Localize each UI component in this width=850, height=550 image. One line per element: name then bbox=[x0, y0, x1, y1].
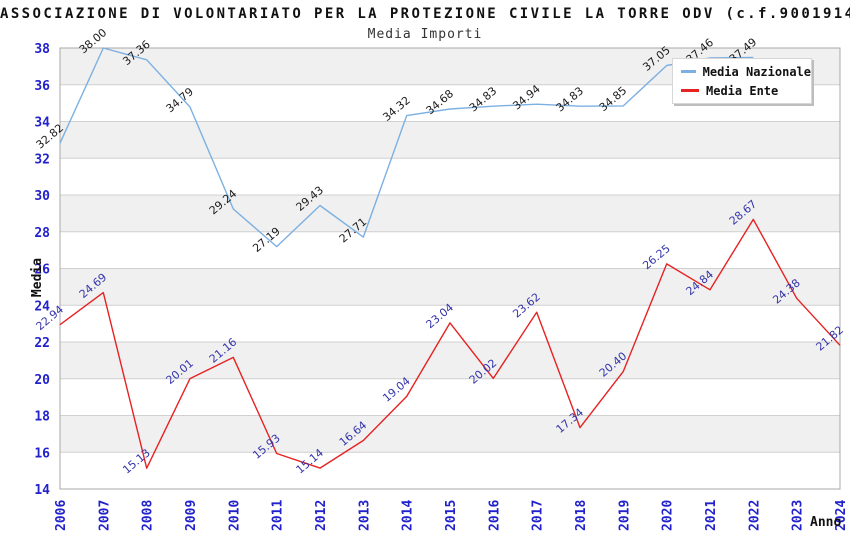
x-tick-label: 2011 bbox=[271, 500, 286, 531]
x-tick-label: 2021 bbox=[704, 500, 719, 531]
x-tick-label: 2016 bbox=[487, 500, 502, 531]
value-label: 34.85 bbox=[597, 84, 629, 114]
plot-band bbox=[60, 121, 840, 159]
legend-label: Media Nazionale bbox=[702, 64, 811, 79]
legend-label: Media Ente bbox=[706, 83, 779, 98]
x-tick-label: 2010 bbox=[227, 500, 242, 531]
value-label: 34.83 bbox=[554, 84, 586, 114]
x-tick-label: 2022 bbox=[747, 500, 762, 531]
y-tick-label: 24 bbox=[34, 299, 50, 314]
value-label: 34.32 bbox=[380, 94, 412, 124]
y-tick-label: 20 bbox=[34, 373, 50, 388]
y-tick-label: 30 bbox=[34, 189, 50, 204]
x-tick-label: 2014 bbox=[401, 500, 416, 531]
legend: Media Nazionale Media Ente bbox=[672, 58, 812, 104]
y-tick-label: 26 bbox=[34, 263, 50, 278]
line-media-nazionale bbox=[59, 47, 754, 248]
legend-item-media-nazionale: Media Nazionale bbox=[681, 65, 811, 79]
y-tick-label: 36 bbox=[34, 79, 50, 94]
plot-band bbox=[60, 195, 840, 232]
value-label: 34.83 bbox=[467, 84, 499, 114]
x-tick-label: 2020 bbox=[661, 500, 676, 531]
x-tick-label: 2015 bbox=[444, 500, 459, 531]
legend-item-media-ente: Media Ente bbox=[681, 84, 811, 98]
legend-marker-media-ente-icon bbox=[681, 89, 699, 92]
plot-border bbox=[59, 47, 841, 490]
line-media-ente bbox=[59, 218, 841, 469]
y-tick-label: 28 bbox=[34, 226, 50, 241]
y-tick-label: 34 bbox=[34, 116, 50, 131]
chart-subtitle: Media Importi bbox=[367, 27, 483, 42]
x-tick-label: 2024 bbox=[834, 500, 849, 531]
value-label: 26.25 bbox=[640, 242, 672, 272]
value-label: 34.94 bbox=[510, 82, 542, 112]
x-tick-label: 2013 bbox=[357, 500, 372, 531]
x-tick-label: 2009 bbox=[184, 500, 199, 531]
x-tick-label: 2018 bbox=[574, 500, 589, 531]
y-tick-label: 18 bbox=[34, 410, 50, 425]
y-tick-label: 22 bbox=[34, 336, 50, 351]
value-label: 34.68 bbox=[424, 87, 456, 117]
x-tick-label: 2006 bbox=[54, 500, 69, 531]
x-tick-label: 2012 bbox=[314, 500, 329, 531]
plot-band bbox=[60, 415, 840, 453]
y-tick-label: 14 bbox=[34, 483, 50, 498]
plot-band bbox=[60, 268, 840, 306]
plot-band bbox=[60, 342, 840, 379]
y-tick-label: 16 bbox=[34, 446, 50, 461]
x-tick-label: 2019 bbox=[617, 500, 632, 531]
x-tick-label: 2023 bbox=[791, 500, 806, 531]
y-axis-title: Media bbox=[30, 257, 46, 298]
x-tick-label: 2017 bbox=[531, 500, 546, 531]
x-tick-label: 2008 bbox=[141, 500, 156, 531]
x-axis-title: Anno bbox=[810, 515, 842, 530]
x-tick-label: 2007 bbox=[97, 500, 112, 531]
y-tick-label: 38 bbox=[34, 42, 50, 57]
chart-title: ASSOCIAZIONE DI VOLONTARIATO PER LA PROT… bbox=[0, 6, 850, 22]
legend-marker-media-nazionale-icon bbox=[681, 70, 696, 73]
y-tick-label: 32 bbox=[34, 152, 50, 167]
